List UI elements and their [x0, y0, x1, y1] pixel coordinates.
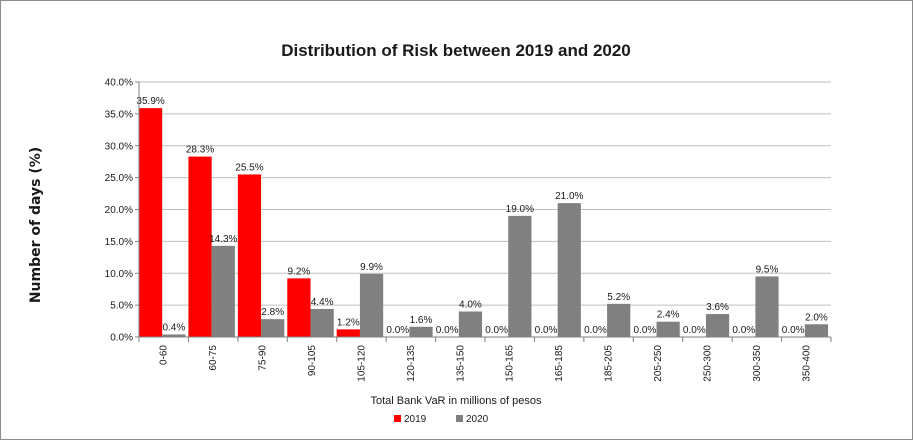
bar-2020-90-105: [310, 308, 334, 337]
x-tick-label: 0-60: [159, 345, 170, 365]
data-label: 0.0%: [683, 325, 706, 336]
bar-2019-105-120: [336, 329, 360, 337]
data-label: 0.0%: [584, 325, 607, 336]
x-tick-label: 105-120: [356, 345, 367, 382]
x-tick-label: 60-75: [208, 345, 219, 371]
x-tick-label: 75-90: [258, 345, 269, 371]
data-label: 1.6%: [410, 315, 433, 326]
data-label: 5.2%: [607, 292, 630, 303]
bars: 35.9% 28.3% 25.5% 9.2% 1.2% 0.0% 0.0% 0.0% 0.0% 0…: [136, 96, 829, 337]
y-tick-label: 20.0%: [105, 205, 133, 216]
data-label: 2.0%: [805, 312, 828, 323]
bar-2020-250-300: [705, 314, 730, 337]
data-label: 9.5%: [756, 264, 779, 275]
data-label: 2.4%: [657, 310, 680, 321]
x-axis-label: Total Bank VaR in millions of pesos: [371, 395, 542, 407]
bar-2019-90-105: [287, 278, 311, 337]
x-tick-label: 205-250: [653, 345, 664, 382]
bar-2020-300-350: [755, 276, 779, 337]
x-tick-label: 300-350: [752, 345, 763, 382]
data-label: 19.0%: [506, 204, 534, 215]
bar-2020-0-60: [162, 334, 186, 337]
data-label: 35.9%: [136, 96, 164, 107]
bar-2020-350-400: [804, 324, 829, 337]
data-label: 4.0%: [459, 300, 482, 311]
bar-2019-0-60: [139, 108, 163, 337]
data-label: 9.9%: [360, 262, 383, 273]
bar-2019-75-90: [237, 174, 262, 337]
data-label: 0.0%: [535, 325, 558, 336]
chart-title: Distribution of Risk between 2019 and 20…: [281, 41, 631, 60]
bar-2020-165-185: [557, 203, 581, 337]
x-tick-label: 165-185: [554, 345, 565, 382]
y-tick-label: 15.0%: [105, 237, 133, 248]
data-label: 0.0%: [436, 325, 459, 336]
y-tick-label: 5.0%: [110, 301, 133, 312]
data-label: 28.3%: [186, 145, 214, 156]
x-tick-label: 90-105: [307, 345, 318, 377]
data-label: 25.5%: [235, 162, 263, 173]
bar-2020-75-90: [261, 319, 285, 337]
y-tick-label: 30.0%: [105, 141, 133, 152]
axes: 0.0% 5.0% 10.0% 15.0% 20.0% 25.0% 30.0% 35.0% 40…: [105, 78, 832, 382]
data-label: 4.4%: [311, 297, 334, 308]
legend: 2019 2020: [394, 414, 489, 425]
data-label: 3.6%: [706, 302, 729, 313]
y-tick-label: 0.0%: [110, 333, 133, 344]
x-tick-label: 250-300: [702, 345, 713, 382]
bar-2019-60-75: [188, 156, 212, 337]
bar-2020-60-75: [211, 245, 235, 337]
data-label: 0.0%: [782, 325, 805, 336]
data-label: 9.2%: [288, 266, 311, 277]
data-label: 0.0%: [386, 325, 409, 336]
y-tick-label: 40.0%: [105, 78, 133, 89]
x-tick-label: 350-400: [801, 345, 812, 382]
bar-2020-120-135: [409, 326, 433, 337]
legend-label-2019: 2019: [404, 414, 427, 425]
y-tick-label: 10.0%: [105, 269, 133, 280]
bar-2020-105-120: [359, 273, 384, 337]
bar-2020-185-205: [607, 303, 631, 337]
data-label: 0.4%: [162, 322, 185, 333]
legend-swatch-2020: [456, 415, 463, 422]
x-tick-label: 150-165: [505, 345, 516, 382]
data-label: 2.8%: [261, 307, 284, 318]
data-label: 21.0%: [555, 191, 583, 202]
bar-2020-135-150: [458, 311, 483, 337]
y-tick-label: 35.0%: [105, 109, 133, 120]
bar-2020-205-250: [656, 321, 680, 337]
x-tick-label: 135-150: [455, 345, 466, 382]
data-label: 0.0%: [732, 325, 755, 336]
data-label: 1.2%: [337, 317, 360, 328]
data-label: 0.0%: [634, 325, 657, 336]
data-label: 0.0%: [485, 325, 508, 336]
bar-2020-150-165: [508, 215, 532, 337]
legend-label-2020: 2020: [466, 414, 489, 425]
data-label: 14.3%: [209, 234, 237, 245]
x-tick-label: 185-205: [604, 345, 615, 382]
y-tick-label: 25.0%: [105, 173, 133, 184]
y-axis-label: Number of days (%): [28, 147, 44, 303]
x-tick-label: 120-135: [406, 345, 417, 382]
legend-swatch-2019: [394, 415, 401, 422]
